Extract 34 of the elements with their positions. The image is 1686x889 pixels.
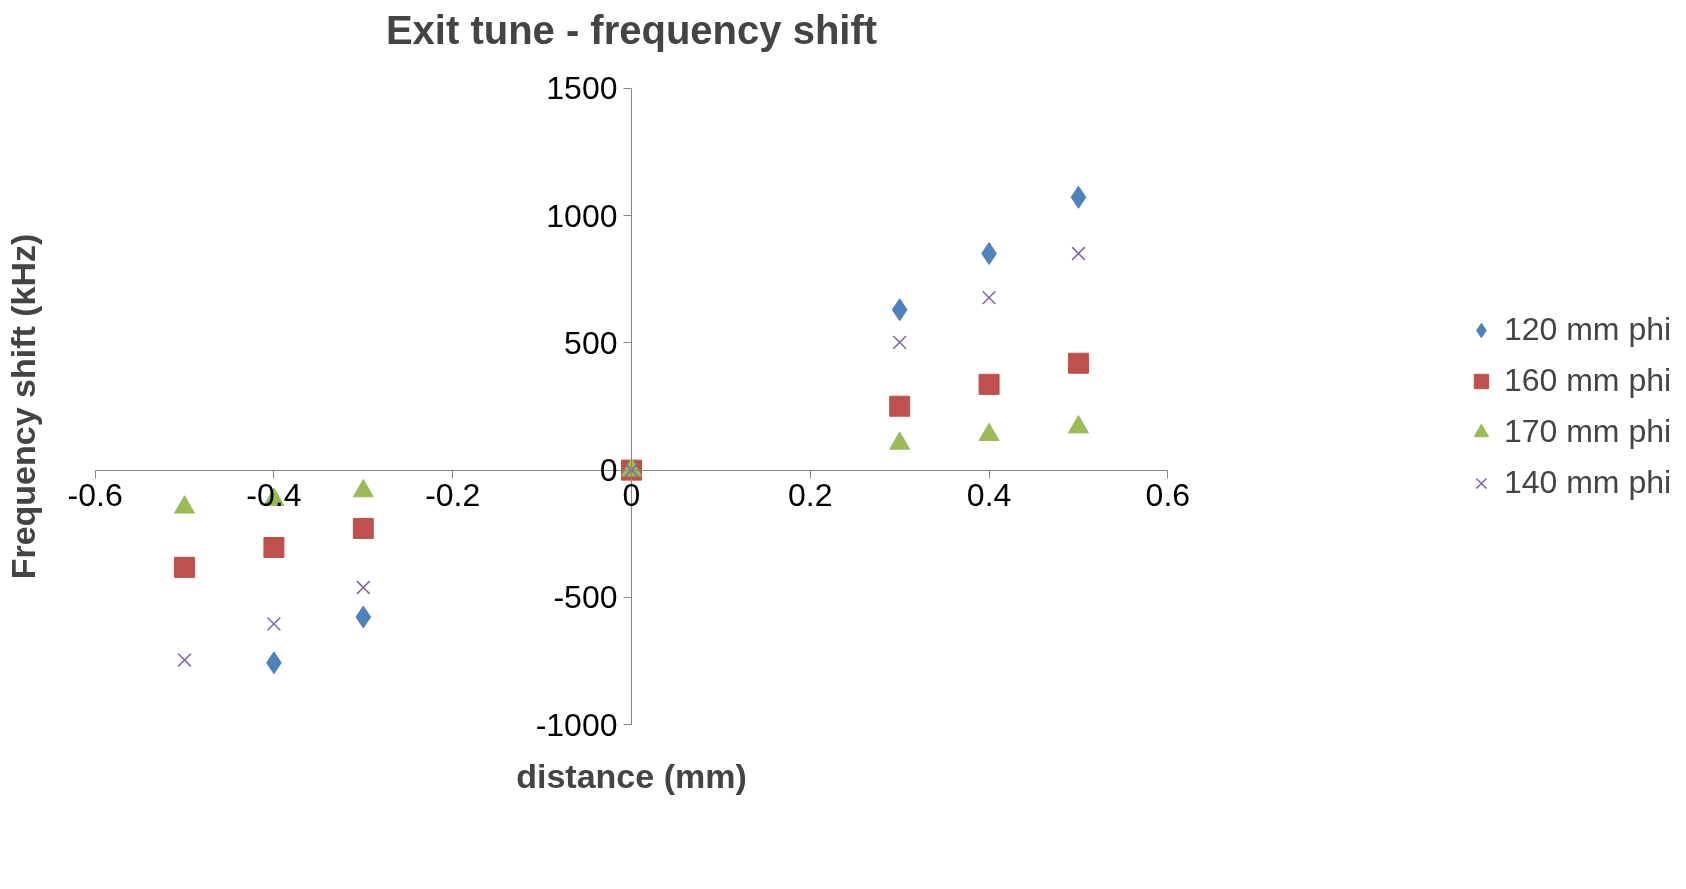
chart-title: Exit tune - frequency shift [385, 7, 878, 52]
legend-label: 170 mm phi [1503, 413, 1672, 450]
point [978, 373, 1000, 395]
point [352, 517, 374, 539]
point [263, 537, 285, 559]
y-tick-label: -500 [553, 579, 618, 616]
x-tick-label: -0.6 [67, 477, 123, 514]
legend-label: 120 mm phi [1503, 311, 1672, 348]
point [892, 335, 907, 350]
legend-label: 160 mm phi [1503, 362, 1672, 399]
x-tick-label: 0 [622, 477, 641, 514]
y-tick-label: 1000 [546, 197, 618, 234]
point [266, 616, 282, 631]
y-tick-label: 500 [564, 324, 618, 361]
point [1071, 246, 1086, 261]
y-tick-label: 1500 [546, 70, 618, 107]
point [174, 556, 196, 578]
point [355, 605, 372, 629]
point [981, 290, 997, 305]
y-tick-label: -1000 [535, 706, 618, 743]
point [1067, 352, 1089, 374]
x-axis-title: distance (mm) [516, 756, 747, 795]
x-tick-label: 0.6 [1145, 477, 1191, 514]
y-tick-label: 0 [599, 452, 618, 489]
point [889, 395, 911, 417]
point [891, 298, 908, 322]
legend-label: 140 mm phi [1503, 464, 1672, 501]
x-tick-label: 0.2 [788, 477, 833, 514]
y-axis-title: Frequency shift (kHz) [3, 233, 42, 580]
point [356, 580, 371, 595]
x-tick-label: -0.2 [425, 477, 481, 514]
x-tick-label: 0.4 [966, 477, 1012, 514]
point [177, 652, 192, 668]
point [1070, 185, 1087, 209]
